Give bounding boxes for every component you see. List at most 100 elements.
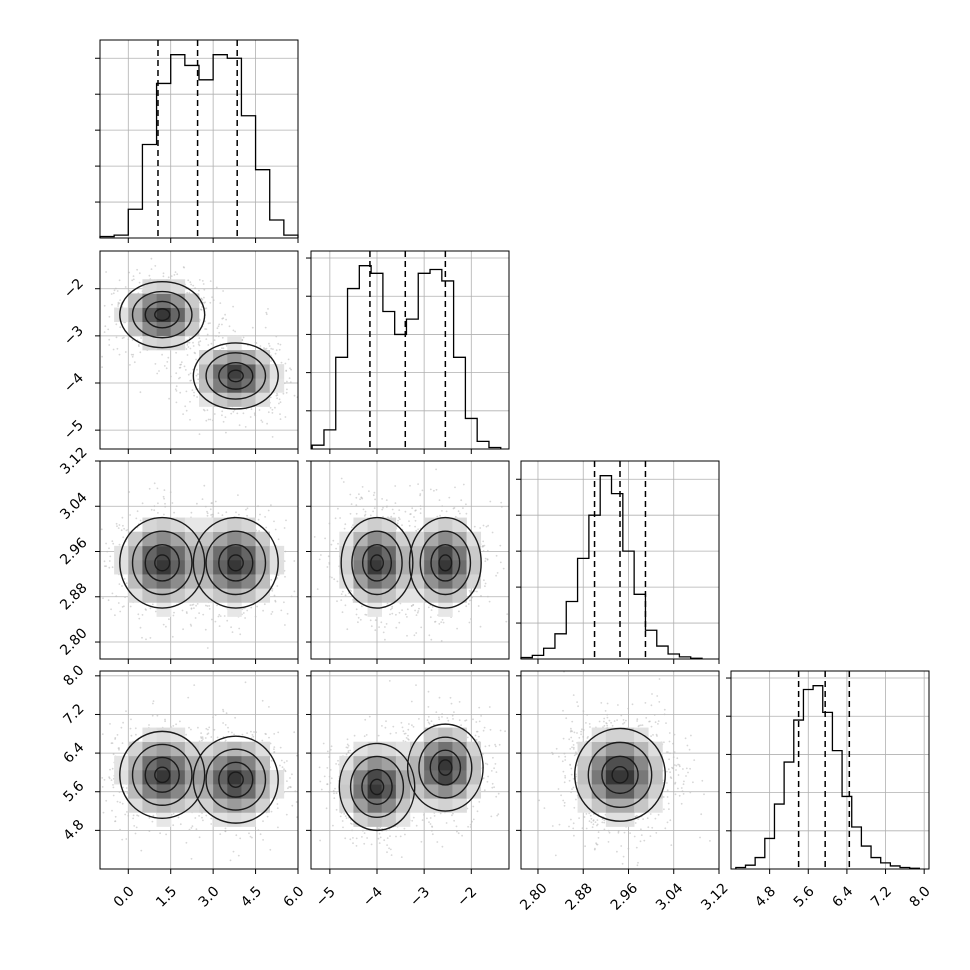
joint-param-1-vs-param-4-point-707 <box>200 732 203 734</box>
joint-param-1-vs-param-2-point-585 <box>259 345 262 347</box>
joint-param-1-vs-param-3-point-216 <box>136 510 139 513</box>
joint-param-1-vs-param-2-point-247 <box>175 351 178 354</box>
joint-param-2-vs-param-3-point-583 <box>414 525 416 528</box>
joint-param-1-vs-param-2-point-915 <box>205 419 208 422</box>
joint-param-2-vs-param-3-point-226 <box>350 503 353 505</box>
hist-param-4-background <box>731 671 929 869</box>
joint-param-2-vs-param-3-point-672 <box>499 561 502 564</box>
joint-param-1-vs-param-2-point-516 <box>189 418 191 421</box>
joint-param-2-vs-param-3-point-690 <box>415 632 418 634</box>
joint-param-1-vs-param-4-point-593 <box>101 777 104 779</box>
joint-param-1-vs-param-4-point-655 <box>133 825 136 827</box>
joint-param-1-vs-param-2-point-889 <box>276 394 279 396</box>
joint-param-1-vs-param-2-point-952 <box>101 355 103 358</box>
joint-param-1-vs-param-3-point-1073 <box>293 590 296 593</box>
joint-param-1-vs-param-2-point-374 <box>218 323 221 326</box>
joint-param-2-vs-param-3-point-247 <box>441 510 443 512</box>
joint-param-2-vs-param-3-point-853 <box>394 502 397 504</box>
joint-param-1-vs-param-2-point-147 <box>207 418 210 421</box>
joint-param-1-vs-param-3-point-407 <box>145 638 147 641</box>
joint-param-1-vs-param-4-point-913 <box>255 731 257 734</box>
joint-param-1-vs-param-2-point-256 <box>265 347 268 350</box>
joint-param-2-vs-param-3-point-434 <box>417 483 419 485</box>
joint-param-1-vs-param-4-point-346 <box>201 736 204 739</box>
joint-param-1-vs-param-3-point-329 <box>104 565 106 568</box>
joint-param-2-vs-param-3-point-1087 <box>385 506 388 508</box>
joint-param-2-vs-param-4-point-10 <box>472 805 475 808</box>
joint-param-1-vs-param-4-point-587 <box>202 819 204 822</box>
joint-param-2-vs-param-3-point-557 <box>479 625 482 628</box>
joint-param-1-vs-param-4-point-768 <box>112 786 115 789</box>
joint-param-1-vs-param-4-point-541 <box>229 859 232 862</box>
joint-param-1-vs-param-3-point-914 <box>225 511 228 514</box>
joint-param-1-vs-param-3-point-1087 <box>118 543 121 546</box>
joint-param-2-vs-param-3-point-31 <box>428 634 431 637</box>
joint-param-2-vs-param-3-point-509 <box>502 567 505 570</box>
joint-param-1-vs-param-3-point-962 <box>208 605 211 607</box>
joint-param-1-vs-param-2-point-520 <box>121 337 124 340</box>
joint-param-1-vs-param-3-point-781 <box>237 494 239 496</box>
joint-param-1-vs-param-2-point-157 <box>108 315 111 318</box>
joint-param-1-vs-param-2-point-570 <box>174 388 177 391</box>
joint-param-1-vs-param-4-point-939 <box>109 768 111 771</box>
joint-param-1-vs-param-4-point-643 <box>283 768 285 771</box>
joint-param-1-vs-param-3-point-82 <box>265 526 268 529</box>
joint-param-1-vs-param-4-point-1014 <box>210 817 213 820</box>
joint-param-1-vs-param-3-point-181 <box>223 615 226 617</box>
joint-param-2-vs-param-3-point-182 <box>417 528 419 531</box>
joint-param-1-vs-param-2-point-765 <box>118 353 121 356</box>
joint-param-1-vs-param-2-point-195 <box>158 370 160 372</box>
joint-param-1-vs-param-2-point-1093 <box>275 335 278 338</box>
joint-param-1-vs-param-2-point-577 <box>183 365 186 368</box>
joint-param-1-vs-param-2-point-814 <box>170 275 173 277</box>
joint-param-1-vs-param-2-point-885 <box>131 279 134 282</box>
joint-param-1-vs-param-3-point-982 <box>165 625 167 628</box>
joint-param-1-vs-param-3-point-960 <box>127 528 129 531</box>
joint-param-1-vs-param-4-point-220 <box>116 734 119 736</box>
joint-param-1-vs-param-4-point-551 <box>193 684 196 686</box>
joint-param-1-vs-param-2-density-cell <box>142 293 157 308</box>
joint-param-1-vs-param-3-point-1097 <box>218 613 221 616</box>
joint-param-1-vs-param-3-density-cell <box>128 560 143 575</box>
joint-param-1-vs-param-3-point-460 <box>211 618 213 621</box>
joint-param-1-vs-param-3-point-98 <box>277 538 280 541</box>
joint-param-2-vs-param-3-density-cell <box>438 588 453 603</box>
joint-param-1-vs-param-2-point-285 <box>131 355 134 358</box>
hist-param-2 <box>306 250 510 454</box>
joint-param-1-vs-param-2-point-843 <box>198 433 201 435</box>
joint-param-2-vs-param-3-point-0 <box>495 554 498 557</box>
joint-param-1-vs-param-4-point-886 <box>253 731 255 733</box>
joint-param-1-vs-param-2-point-397 <box>206 409 209 412</box>
joint-param-1-vs-param-4-point-1091 <box>198 815 201 817</box>
joint-param-1-vs-param-2-point-1049 <box>270 354 272 357</box>
joint-param-1-vs-param-2-point-1088 <box>280 361 283 364</box>
joint-param-1-vs-param-2-point-17 <box>185 390 188 393</box>
joint-param-2-vs-param-3-point-246 <box>368 490 370 493</box>
joint-param-1-vs-param-2-density-cell <box>128 293 143 308</box>
joint-param-1-vs-param-3-point-770 <box>204 505 207 508</box>
joint-param-1-vs-param-3-point-370 <box>163 489 166 491</box>
joint-param-1-vs-param-2-point-401 <box>197 341 200 343</box>
joint-param-1-vs-param-4-point-586 <box>132 817 135 820</box>
joint-param-1-vs-param-2-point-254 <box>112 292 115 295</box>
joint-param-2-vs-param-3-point-431 <box>337 507 339 510</box>
joint-param-1-vs-param-4-point-838 <box>269 848 272 851</box>
joint-param-1-vs-param-2-point-387 <box>270 347 273 350</box>
joint-param-1-vs-param-4-point-798 <box>185 841 188 844</box>
joint-param-2-vs-param-3-point-977 <box>339 517 341 519</box>
joint-param-2-vs-param-3-point-876 <box>389 613 391 616</box>
joint-param-1-vs-param-4-point-380 <box>151 820 154 823</box>
joint-param-1-vs-param-2-point-335 <box>121 306 124 308</box>
joint-param-1-vs-param-2-density-cell <box>114 307 129 323</box>
joint-param-1-vs-param-2-point-607 <box>289 367 291 370</box>
joint-param-1-vs-param-2-density-cell <box>213 378 228 393</box>
joint-param-1-vs-param-2-point-918 <box>211 296 214 299</box>
hist-param-4-histogram-step <box>735 685 920 869</box>
joint-param-2-vs-param-3-point-985 <box>391 508 394 511</box>
joint-param-1-vs-param-3-density-cell <box>241 574 256 589</box>
joint-param-1-vs-param-4-point-349 <box>121 838 124 841</box>
joint-param-2-vs-param-3-point-740 <box>454 486 456 489</box>
joint-param-1-vs-param-4-density-cell <box>156 812 172 827</box>
joint-param-1-vs-param-3-point-940 <box>100 528 103 531</box>
joint-param-2-vs-param-3-point-594 <box>378 626 380 628</box>
